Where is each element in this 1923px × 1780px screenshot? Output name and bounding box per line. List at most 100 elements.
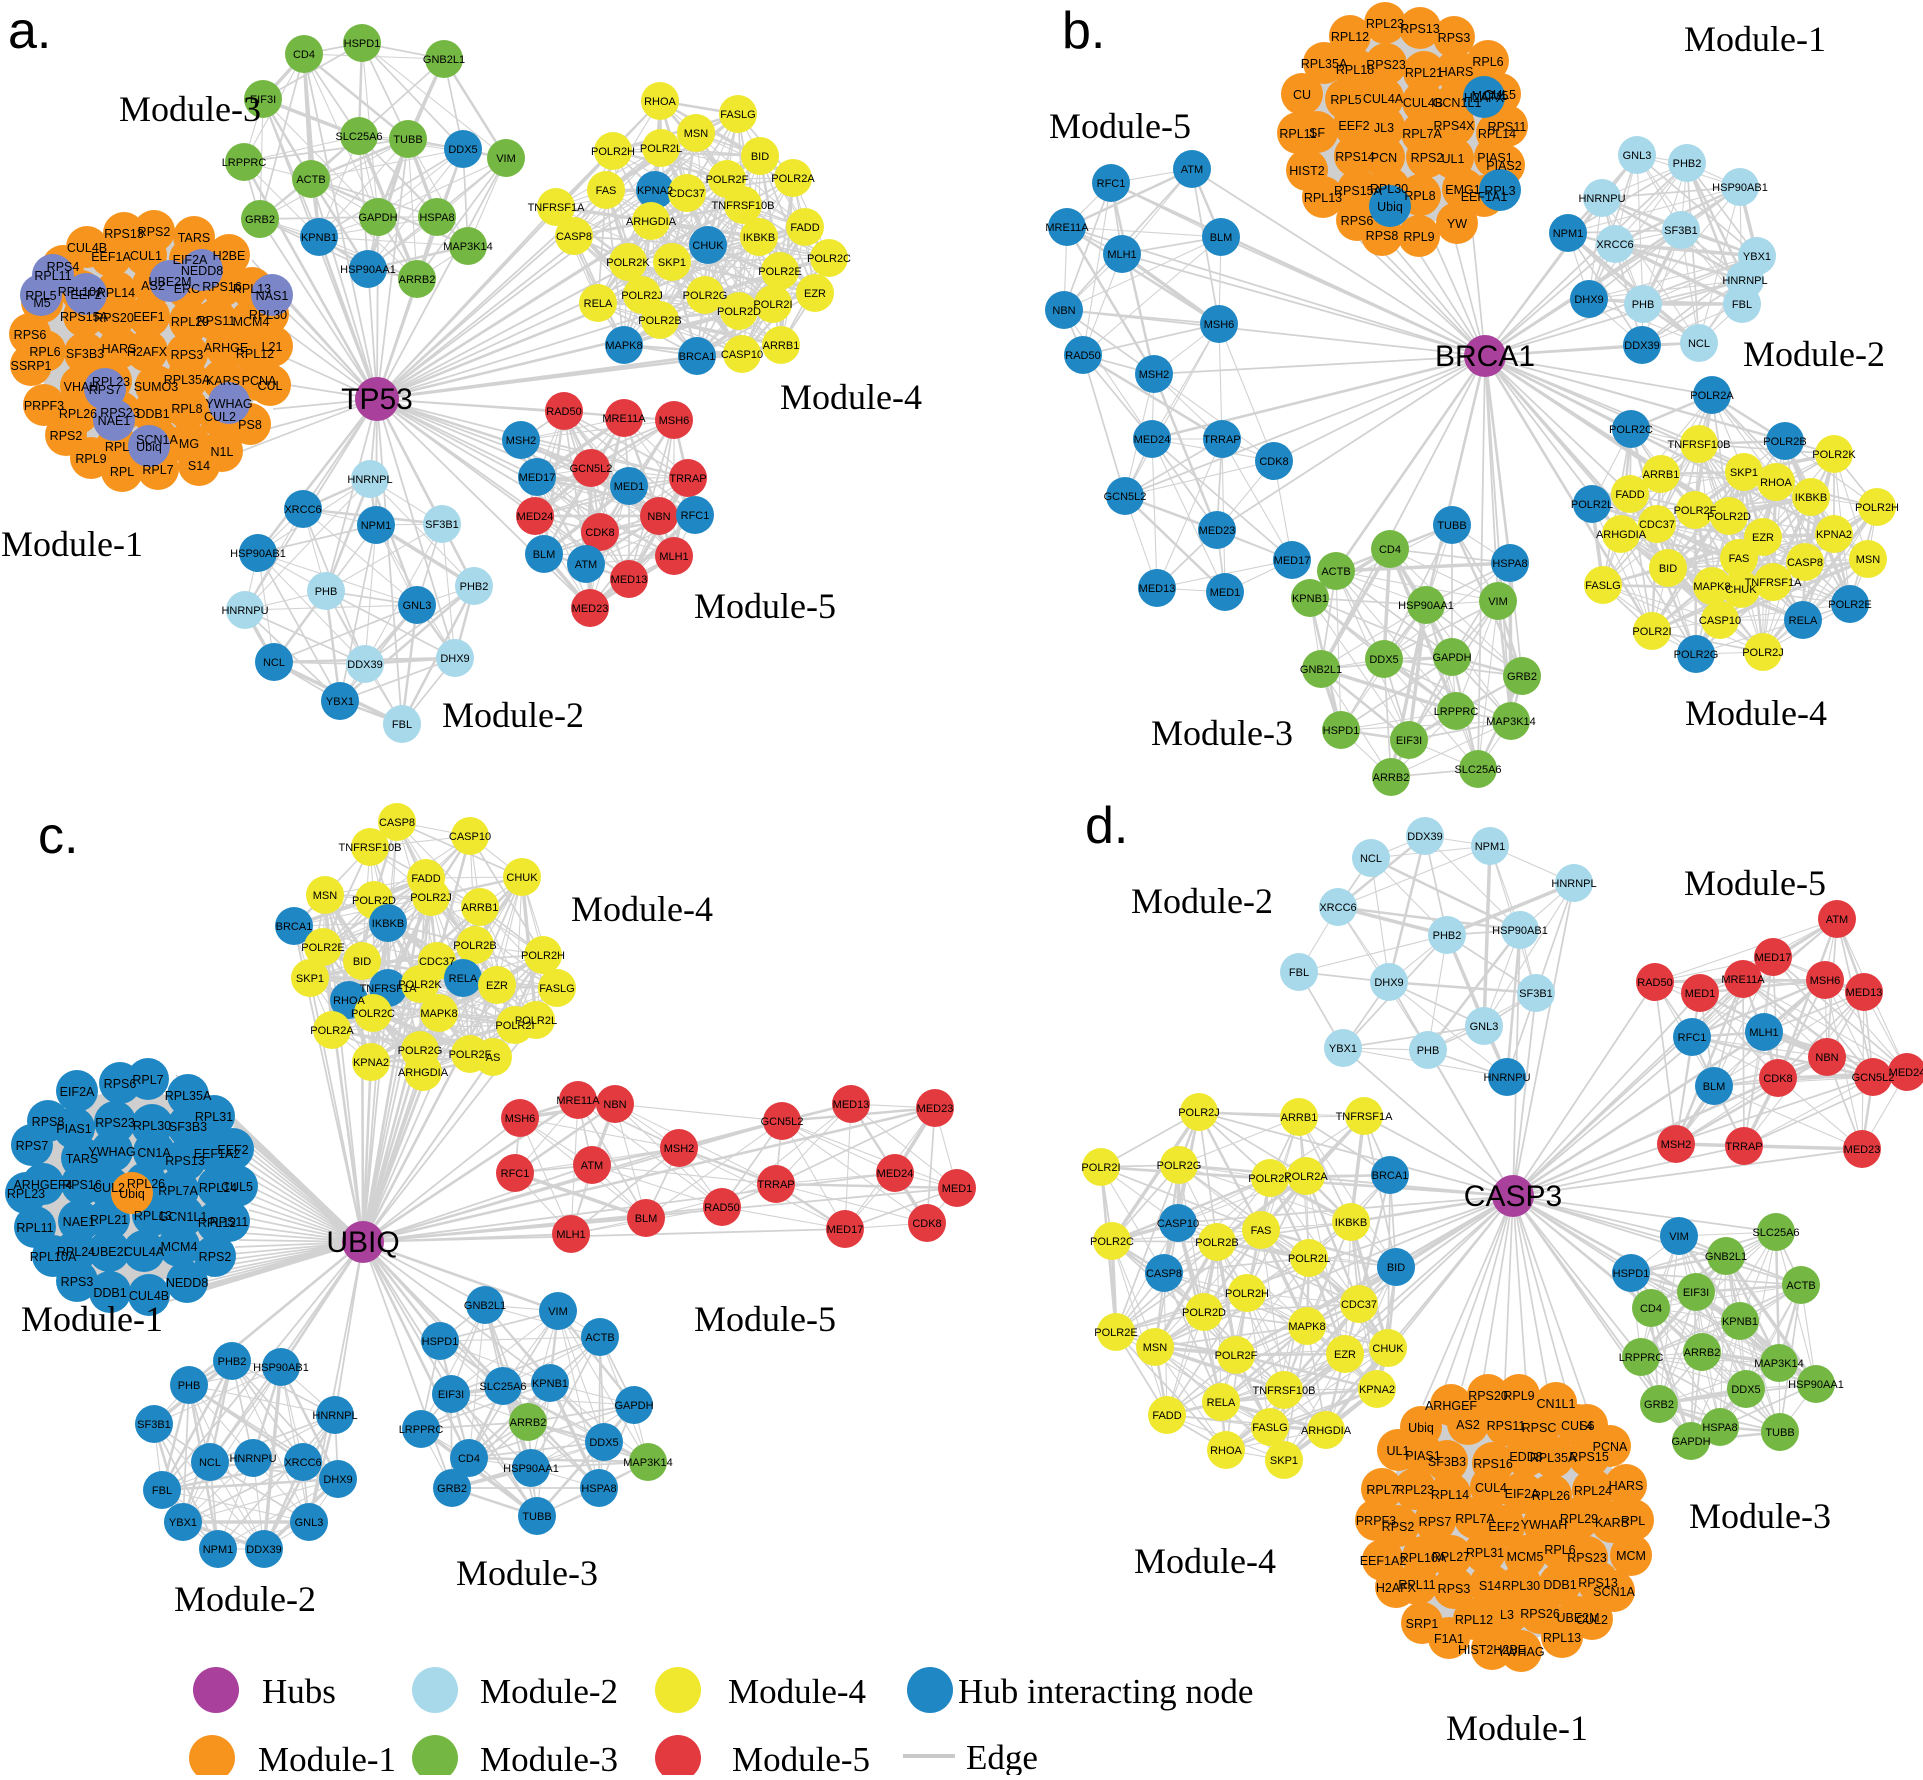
svg-text:BLM: BLM [1703,1081,1726,1093]
svg-text:POLR2A: POLR2A [771,173,815,185]
svg-text:RPL35A: RPL35A [1530,1451,1577,1465]
svg-text:Module-1: Module-1 [258,1740,396,1775]
svg-text:ACTB: ACTB [1786,1280,1815,1292]
svg-text:RPL9: RPL9 [1503,1389,1534,1403]
svg-text:POLR2D: POLR2D [1182,1307,1226,1319]
svg-text:TP53: TP53 [341,383,413,416]
svg-text:KARS: KARS [1595,1516,1629,1530]
svg-text:PCN: PCN [1371,151,1397,165]
svg-text:BID: BID [353,956,371,968]
svg-text:RPL9: RPL9 [75,452,106,466]
svg-text:KPNB1: KPNB1 [532,1378,568,1390]
svg-text:POLR2H: POLR2H [591,146,635,158]
svg-text:POLR2J: POLR2J [410,892,452,904]
svg-text:HSP90AB1: HSP90AB1 [253,1362,309,1374]
svg-text:N1L: N1L [211,445,234,459]
svg-text:HNRNPL: HNRNPL [312,1410,357,1422]
svg-text:FADD: FADD [790,222,819,234]
svg-text:HSPD1: HSPD1 [344,38,381,50]
svg-text:BID: BID [1659,563,1677,575]
svg-text:POLR2E: POLR2E [758,266,801,278]
svg-text:POLR2G: POLR2G [1157,1160,1202,1172]
svg-text:Module-3: Module-3 [456,1553,598,1593]
svg-text:PCNA: PCNA [242,374,277,388]
svg-text:RPL26: RPL26 [59,407,97,421]
svg-text:CUL4B: CUL4B [1403,96,1443,110]
svg-text:POLR2C: POLR2C [807,253,851,265]
svg-text:POLR2J: POLR2J [1742,647,1784,659]
svg-text:GNL3: GNL3 [403,600,432,612]
svg-text:RPL29: RPL29 [171,315,209,329]
svg-text:SF3B1: SF3B1 [425,519,459,531]
svg-text:XRCC6: XRCC6 [1319,902,1356,914]
svg-text:DDB1: DDB1 [136,407,169,421]
svg-text:RPS23: RPS23 [95,1116,135,1130]
svg-text:HNRNPU: HNRNPU [229,1453,276,1465]
svg-text:BID: BID [1387,1262,1405,1274]
svg-text:EEF1A2: EEF1A2 [1360,1554,1407,1568]
svg-text:PRPF3: PRPF3 [24,399,64,413]
svg-text:CU: CU [1293,88,1311,102]
svg-text:H2BE: H2BE [213,249,246,263]
svg-text:Module-3: Module-3 [1689,1496,1831,1536]
svg-text:HSP90AA1: HSP90AA1 [1398,600,1454,612]
svg-text:RPS15: RPS15 [1569,1450,1609,1464]
svg-text:GCN5L2: GCN5L2 [761,1116,804,1128]
svg-text:RPL13: RPL13 [233,282,271,296]
svg-text:Module-5: Module-5 [694,1299,836,1339]
svg-text:BLM: BLM [1210,232,1233,244]
svg-text:CASP10: CASP10 [1157,1218,1199,1230]
svg-text:MED24: MED24 [1134,434,1171,446]
svg-text:MAPK8: MAPK8 [1288,1321,1325,1333]
svg-text:LRPPRC: LRPPRC [1619,1352,1664,1364]
svg-text:RPL5: RPL5 [1330,93,1361,107]
svg-text:YBX1: YBX1 [1743,251,1771,263]
svg-text:TRRAP: TRRAP [1725,1141,1762,1153]
svg-text:GAPDH: GAPDH [1671,1436,1710,1448]
svg-text:MSH2: MSH2 [1661,1139,1692,1151]
svg-text:CDK8: CDK8 [1763,1073,1792,1085]
svg-text:PS8: PS8 [238,418,262,432]
svg-text:MAP3K14: MAP3K14 [1486,716,1536,728]
svg-text:HSPD1: HSPD1 [422,1336,459,1348]
svg-text:MED1: MED1 [1210,587,1241,599]
svg-text:MCM4: MCM4 [233,315,270,329]
svg-text:CUL4B: CUL4B [129,1289,169,1303]
svg-text:NPM1: NPM1 [1475,841,1506,853]
svg-text:TUBB: TUBB [522,1511,551,1523]
svg-text:PRPF3: PRPF3 [1356,1514,1396,1528]
svg-text:YWHAG: YWHAG [205,397,252,411]
svg-text:Module-1: Module-1 [21,1299,163,1339]
svg-text:RPS16: RPS16 [62,1178,102,1192]
svg-text:PHB2: PHB2 [1433,930,1462,942]
svg-text:SKP1: SKP1 [658,257,686,269]
svg-text:RELA: RELA [1789,615,1818,627]
svg-text:ACTB: ACTB [1321,566,1350,578]
svg-text:BLM: BLM [635,1213,658,1225]
svg-text:EIF3I: EIF3I [1683,1287,1709,1299]
svg-text:RPL6: RPL6 [29,345,60,359]
svg-text:KPNA2: KPNA2 [353,1057,389,1069]
svg-text:GNB2L1: GNB2L1 [1705,1251,1747,1263]
svg-text:EZR: EZR [486,980,508,992]
svg-text:RFC1: RFC1 [681,510,710,522]
svg-text:POLR2E: POLR2E [1094,1327,1137,1339]
svg-text:HNRNPL: HNRNPL [1551,878,1596,890]
svg-text:YWHAG: YWHAG [88,1145,135,1159]
svg-text:RPL18: RPL18 [1336,63,1374,77]
svg-text:MAPK8: MAPK8 [605,340,642,352]
svg-text:EEF1A: EEF1A [91,250,131,264]
svg-text:RAD50: RAD50 [546,406,581,418]
svg-text:POLR2F: POLR2F [1215,1350,1258,1362]
svg-text:CASP10: CASP10 [1699,615,1741,627]
svg-text:MED24: MED24 [517,511,554,523]
svg-text:Ubiq: Ubiq [1377,200,1403,214]
svg-text:RPL9: RPL9 [1403,230,1434,244]
svg-text:RPS2: RPS2 [199,1250,232,1264]
svg-text:BRCA1: BRCA1 [1372,1170,1409,1182]
svg-text:CN1A: CN1A [137,1146,171,1160]
svg-text:PHB: PHB [178,1380,201,1392]
svg-text:RPL24: RPL24 [57,1245,95,1259]
svg-text:NCL: NCL [1688,338,1710,350]
svg-text:MAP3K14: MAP3K14 [1754,1358,1804,1370]
